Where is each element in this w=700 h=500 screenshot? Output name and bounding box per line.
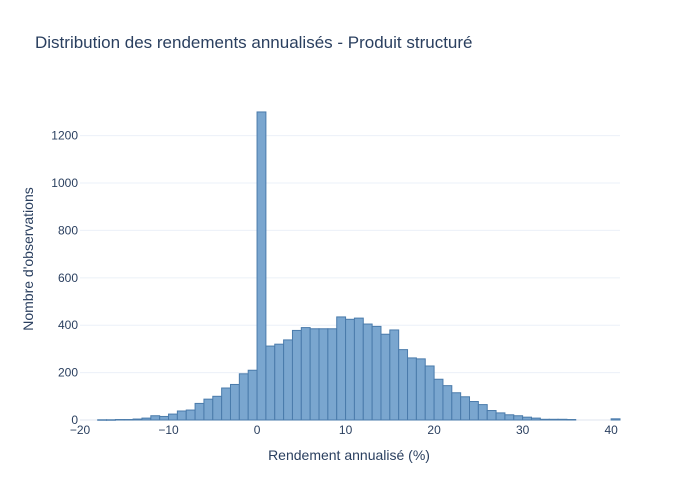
histogram-bar: [371, 325, 382, 421]
histogram-bar: [477, 404, 488, 421]
histogram-bar: [265, 345, 276, 421]
histogram-bar: [442, 385, 453, 421]
histogram-bar: [495, 412, 506, 421]
histogram-bar: [389, 329, 400, 421]
histogram-bar: [345, 318, 355, 421]
histogram-bar: [291, 329, 302, 421]
x-tick-label: 30: [516, 423, 530, 437]
y-axis-ticks: 0 200 400 600 800 1000 1200: [51, 129, 78, 427]
histogram-bar: [256, 111, 267, 421]
histogram-bar: [159, 415, 170, 421]
histogram-bar: [424, 365, 435, 421]
x-axis-ticks: −20 −10 0 10 20 30 40: [70, 423, 618, 437]
histogram-bar: [194, 402, 205, 421]
x-tick-label: −10: [158, 423, 179, 437]
histogram-bar: [229, 383, 240, 421]
histogram-bar: [212, 395, 223, 421]
x-tick-label: 10: [339, 423, 353, 437]
histogram-bar: [433, 378, 444, 421]
histogram-bars: [97, 111, 621, 421]
histogram-bar: [451, 392, 462, 421]
histogram-bar: [557, 418, 568, 421]
chart-title: Distribution des rendements annualisés -…: [35, 33, 473, 52]
histogram-bar: [203, 398, 214, 421]
y-tick-label: 1000: [51, 176, 78, 190]
histogram-bar: [460, 396, 471, 421]
y-tick-label: 600: [58, 271, 78, 285]
histogram-bar: [114, 419, 125, 421]
y-tick-label: 1200: [51, 129, 78, 143]
histogram-bar: [168, 413, 178, 421]
histogram-bar: [530, 417, 541, 421]
histogram-bar: [300, 327, 311, 421]
histogram-bar: [150, 415, 161, 421]
histogram-bar: [415, 358, 426, 421]
y-tick-label: 200: [58, 366, 78, 380]
histogram-bar: [106, 419, 116, 421]
histogram-bar: [548, 418, 559, 421]
histogram-bar: [407, 357, 417, 421]
histogram-bar: [274, 343, 285, 421]
histogram-bar: [123, 419, 134, 421]
histogram-bar: [353, 317, 364, 421]
x-tick-label: −20: [70, 423, 91, 437]
histogram-bar: [185, 409, 196, 421]
histogram-bar: [141, 417, 152, 421]
histogram-bar: [522, 416, 532, 421]
histogram-bar: [132, 418, 143, 421]
histogram-bar: [309, 328, 320, 421]
histogram-bar: [238, 373, 249, 421]
histogram-bar: [176, 410, 187, 421]
histogram-bar: [539, 418, 550, 421]
histogram-bar: [97, 419, 108, 421]
histogram-bar: [362, 323, 373, 421]
histogram-bar: [486, 410, 497, 421]
y-tick-label: 400: [58, 318, 78, 332]
histogram-bar: [469, 401, 479, 421]
histogram-bar: [318, 328, 329, 421]
histogram-bar: [380, 333, 391, 421]
x-tick-label: 0: [254, 423, 261, 437]
histogram-bar: [327, 328, 338, 421]
y-tick-label: 800: [58, 223, 78, 237]
x-tick-label: 20: [427, 423, 441, 437]
histogram-bar: [336, 316, 347, 421]
y-axis-label: Nombre d'observations: [20, 187, 36, 331]
x-axis-label: Rendement annualisé (%): [268, 447, 430, 463]
histogram-bar: [513, 415, 524, 421]
histogram-bar: [221, 387, 231, 421]
histogram-bar: [247, 369, 258, 421]
histogram-bar: [566, 419, 577, 421]
histogram-bar: [504, 414, 515, 421]
histogram-bar: [398, 349, 409, 421]
y-tick-label: 0: [71, 413, 78, 427]
histogram-bar: [610, 418, 621, 421]
histogram-bar: [283, 339, 293, 421]
x-tick-label: 40: [604, 423, 618, 437]
